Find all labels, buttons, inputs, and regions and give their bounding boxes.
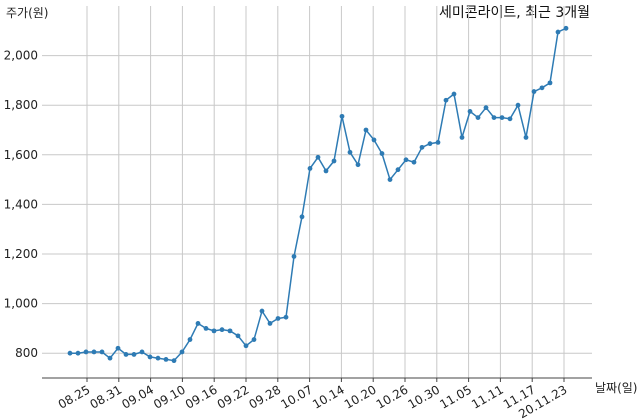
data-point	[419, 144, 425, 150]
y-tick-label: 1,600	[4, 148, 38, 162]
y-tick-label: 2,000	[4, 49, 38, 63]
data-point	[443, 97, 449, 103]
data-point	[379, 151, 385, 156]
data-point	[267, 321, 273, 326]
grid-lines	[42, 6, 592, 378]
x-tick-label: 09.10	[151, 382, 188, 411]
data-point	[99, 349, 105, 355]
data-point	[331, 158, 337, 164]
price-series-line	[70, 27, 567, 362]
data-point	[435, 140, 441, 145]
data-point	[459, 135, 465, 140]
data-point	[467, 109, 473, 114]
y-tick-label: 1,200	[4, 247, 38, 261]
x-tick-label: 10.14	[310, 382, 347, 411]
x-tick-label: 11.11	[469, 382, 506, 411]
x-tick-label: 09.28	[247, 382, 284, 411]
x-tick-label: 10.30	[406, 382, 443, 411]
data-point	[195, 321, 201, 326]
x-tick-label: 10.20	[342, 382, 379, 411]
x-tick-label: 09.22	[215, 382, 252, 411]
data-point	[427, 141, 433, 147]
data-point	[155, 355, 161, 361]
data-point	[539, 85, 545, 91]
data-point	[251, 337, 257, 342]
y-tick-label: 1,400	[4, 197, 38, 211]
data-point	[75, 350, 81, 356]
data-point	[451, 91, 457, 97]
data-point	[147, 354, 153, 360]
data-point	[171, 358, 177, 364]
data-point	[355, 162, 361, 168]
x-tick-label: 10.26	[374, 382, 411, 411]
data-point	[307, 166, 313, 171]
data-point	[227, 328, 233, 334]
data-point	[211, 328, 217, 334]
x-tick-label: 11.05	[437, 382, 474, 411]
data-point	[339, 113, 345, 119]
y-tick-label: 1,000	[4, 297, 38, 311]
x-tick-label: 09.04	[119, 382, 156, 411]
data-point	[115, 345, 121, 351]
x-axis-ticks: 08.2508.3109.0409.1009.1609.2209.2810.07…	[56, 378, 570, 419]
data-point	[547, 80, 553, 86]
data-point	[475, 115, 481, 120]
data-point	[83, 349, 89, 355]
data-point	[563, 25, 569, 31]
data-point	[283, 314, 289, 320]
data-point	[491, 115, 497, 120]
data-point	[347, 149, 353, 155]
data-point	[395, 167, 401, 173]
data-point	[507, 116, 513, 122]
data-point	[131, 352, 137, 357]
data-point	[555, 29, 561, 35]
y-axis-title: 주가(원)	[6, 6, 48, 20]
data-point	[299, 214, 305, 220]
data-point	[179, 349, 185, 355]
data-point	[483, 105, 489, 111]
y-tick-label: 800	[15, 346, 38, 360]
data-point	[235, 333, 241, 339]
data-point	[259, 308, 265, 314]
data-point	[315, 154, 321, 160]
data-point	[107, 355, 113, 361]
data-point	[275, 316, 281, 321]
data-point	[219, 327, 225, 333]
data-point	[163, 357, 169, 362]
x-tick-label: 08.25	[56, 382, 93, 411]
data-point	[139, 349, 145, 355]
y-axis-ticks: 800 1,000 1,200 1,400 1,600 1,800 2,000	[4, 49, 38, 361]
x-tick-label: 10.07	[278, 382, 315, 411]
data-point	[387, 177, 393, 183]
x-tick-label: 09.16	[183, 382, 220, 411]
data-point	[523, 135, 529, 140]
price-series-points	[67, 25, 569, 364]
data-point	[187, 337, 193, 342]
data-point	[91, 349, 97, 355]
x-tick-label: 08.31	[88, 382, 125, 411]
data-point	[403, 157, 409, 163]
data-point	[531, 89, 537, 94]
data-point	[123, 352, 129, 357]
data-point	[363, 127, 369, 133]
data-point	[499, 115, 505, 120]
x-axis-title: 날짜(일)	[595, 381, 637, 395]
data-point	[371, 137, 377, 143]
data-point	[243, 343, 249, 349]
y-tick-label: 1,800	[4, 98, 38, 112]
chart-title: 세미콘라이트, 최근 3개월	[439, 5, 590, 21]
data-point	[291, 254, 297, 259]
data-point	[515, 102, 521, 108]
data-point	[411, 159, 417, 165]
data-point	[323, 168, 329, 174]
data-point	[67, 350, 73, 356]
data-point	[203, 326, 209, 331]
